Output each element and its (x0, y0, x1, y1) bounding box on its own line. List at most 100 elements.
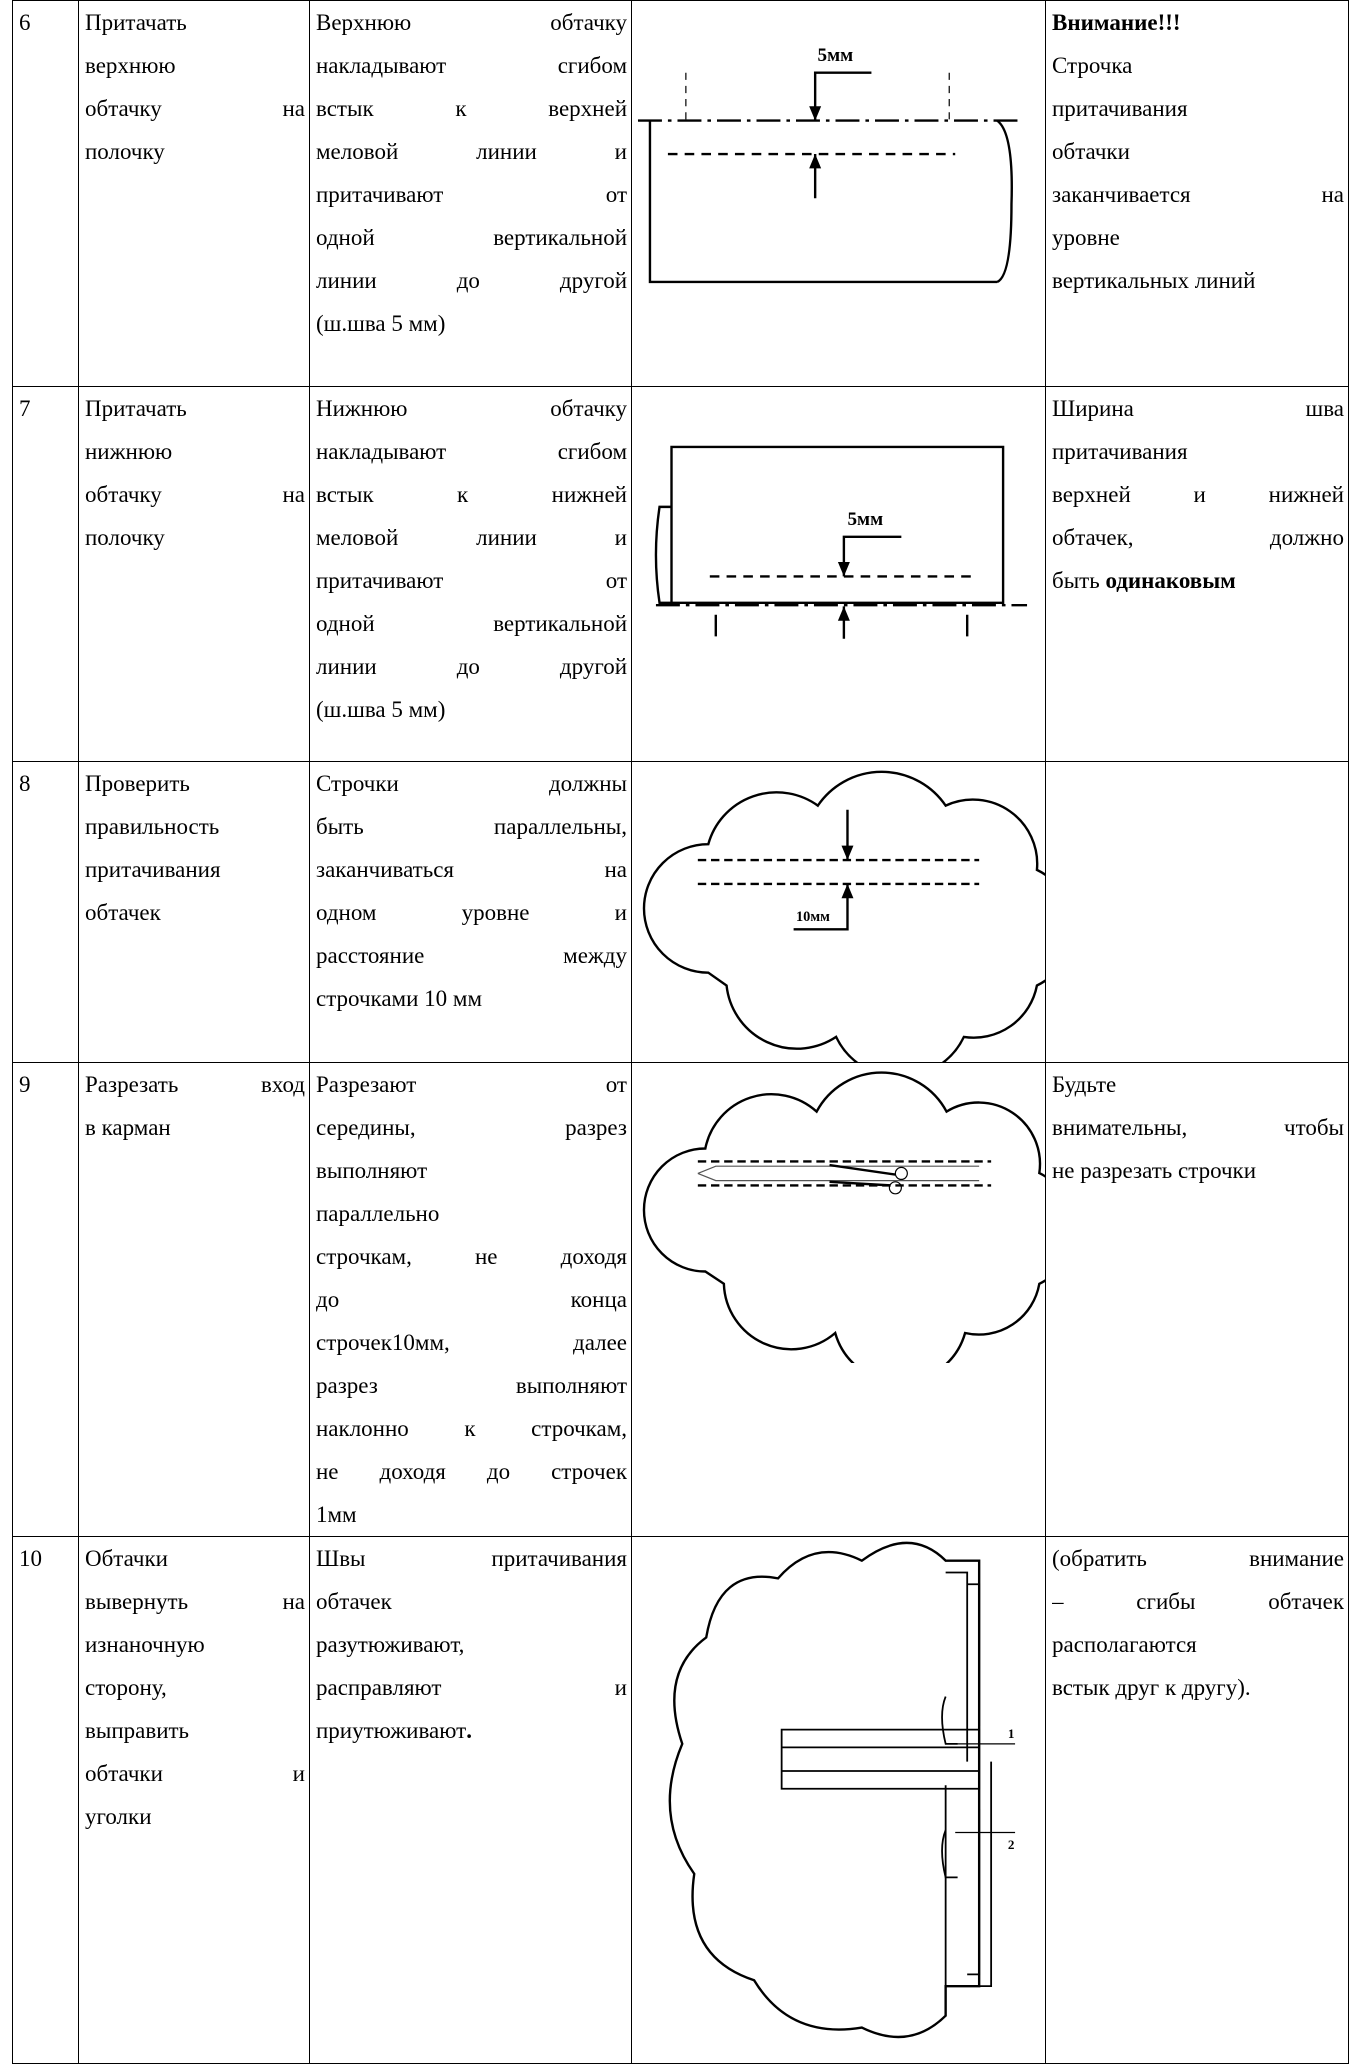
note-cell: Будьте внимательны, чтобы не разрезать стр… (1045, 1062, 1349, 1537)
note-cell: Ширина шва притачивания верхней и нижней об… (1045, 386, 1349, 762)
text-line: наклонно к строчкам, (316, 1416, 627, 1441)
figure-label: 2 (1008, 1837, 1015, 1852)
text-line: обтачек (85, 900, 161, 925)
text-line: притачивают от (316, 182, 627, 207)
text-line: быть одинаковым (1052, 559, 1344, 602)
process-table: 6 Притачать верхнюю обтачку на полочку Верхню… (12, 0, 1349, 2064)
text-line: Швы притачивания (316, 1546, 627, 1571)
table-row: 7 Притачать нижнюю обтачку на полочку Нижнюю … (12, 386, 1349, 762)
description-cell: Строчки должны быть параллельны, заканчива… (309, 761, 632, 1063)
text-line: Обтачки (85, 1546, 168, 1571)
text-line: обтачек, должно (1052, 525, 1344, 550)
figure (642, 1071, 1045, 1363)
page: {"table":{"rows":[ {"num":"6","action":[… (12, 0, 1349, 2064)
text-line: в карман (85, 1115, 171, 1140)
text-line: встык друг к другу). (1052, 1675, 1251, 1700)
table-row: 8 Проверить правильность притачивания обтаче… (12, 761, 1349, 1063)
text-line: накладывают сгибом (316, 53, 627, 78)
text-run: приутюживают (316, 1718, 467, 1743)
text-line: Притачать (85, 396, 187, 421)
text-line: встык к нижней (316, 482, 627, 507)
text-line: до конца (316, 1287, 627, 1312)
text-line: (ш.шва 5 мм) (316, 697, 446, 722)
text-line: притачивания (1052, 439, 1188, 464)
text-line: линии до другой (316, 268, 627, 293)
table-row: 9 Разрезать вход в карман Разрезают от серед… (12, 1062, 1349, 1537)
text-line: не разрезать строчки (1052, 1158, 1257, 1183)
figure: 12 (668, 1541, 1016, 2039)
text-line: Разрезать вход (85, 1072, 305, 1097)
text-line: обтачку на (85, 96, 305, 121)
text-line: располагаются (1052, 1632, 1197, 1657)
text-line: Проверить (85, 771, 190, 796)
figure-cell: 5мм (631, 386, 1046, 762)
step-number: 10 (12, 1536, 79, 2064)
text-line: заканчиваться на (316, 857, 627, 882)
text-line: притачивают от (316, 568, 627, 593)
text-line: приутюживают. (316, 1709, 627, 1752)
text-line: расправляют и (316, 1675, 627, 1700)
text-line: уровне (1052, 225, 1120, 250)
text-line: обтачек (316, 1589, 392, 1614)
text-line: правильность (85, 814, 220, 839)
text-line: притачивания (1052, 96, 1188, 121)
text-line: строчками 10 мм (316, 986, 483, 1011)
text-line: притачивания (85, 857, 221, 882)
table-body: 6 Притачать верхнюю обтачку на полочку Верхню… (12, 0, 1349, 2064)
text-line: (обратить внимание (1052, 1546, 1344, 1571)
step-number: 8 (12, 761, 79, 1063)
figure-label: 1 (1008, 1726, 1015, 1741)
text-line: 1мм (316, 1502, 357, 1527)
text-run: Внимание!!! (1052, 10, 1181, 35)
text-line: Внимание!!! (1052, 1, 1344, 44)
table-row: 10 Обтачки вывернуть на изнаночную сторону, в… (12, 1536, 1349, 2064)
description-cell: Нижнюю обтачку накладывают сгибом встык к … (309, 386, 632, 762)
text-line: меловой линии и (316, 525, 627, 550)
text-line: Строчка (1052, 53, 1133, 78)
note-cell: (обратить внимание – сгибы обтачек распола… (1045, 1536, 1349, 2064)
text-line: разрез выполняют (316, 1373, 627, 1398)
action-cell: Обтачки вывернуть на изнаночную сторону, вып… (78, 1536, 310, 2064)
text-line: внимательны, чтобы (1052, 1115, 1344, 1140)
step-number: 6 (12, 0, 79, 387)
figure: 5мм (654, 445, 1028, 639)
action-cell: Разрезать вход в карман (78, 1062, 310, 1537)
figure: 10мм (642, 770, 1045, 1062)
text-line: (ш.шва 5 мм) (316, 311, 446, 336)
figure-label: 5мм (818, 45, 854, 66)
document: 6 Притачать верхнюю обтачку на полочку Верхню… (12, 0, 1349, 2064)
text-line: заканчивается на (1052, 182, 1344, 207)
text-line: выправить (85, 1718, 190, 1743)
text-line: верхней и нижней (1052, 482, 1344, 507)
text-line: выполняют (316, 1158, 428, 1183)
text-line: – сгибы обтачек (1052, 1589, 1344, 1614)
text-line: Нижнюю обтачку (316, 396, 627, 421)
figure-cell: 10мм (631, 761, 1046, 1063)
figure-cell (631, 1062, 1046, 1537)
text-line: обтачки (1052, 139, 1130, 164)
text-line: не доходя до строчек (316, 1459, 627, 1484)
text-line: меловой линии и (316, 139, 627, 164)
text-line: обтачку на (85, 482, 305, 507)
text-line: встык к верхней (316, 96, 627, 121)
text-line: полочку (85, 525, 165, 550)
step-number: 9 (12, 1062, 79, 1537)
text-line: Строчки должны (316, 771, 627, 796)
text-line: строчек10мм, далее (316, 1330, 627, 1355)
figure-label: 10мм (796, 909, 830, 925)
text-line: Будьте (1052, 1072, 1117, 1097)
text-line: Верхнюю обтачку (316, 10, 627, 35)
note-cell (1045, 761, 1349, 1063)
text-line: строчкам, не доходя (316, 1244, 627, 1269)
description-cell: Верхнюю обтачку накладывают сгибом встык к… (309, 0, 632, 387)
text-line: одной вертикальной (316, 611, 627, 636)
table-row: 6 Притачать верхнюю обтачку на полочку Верхню… (12, 0, 1349, 387)
text-line: вертикальных линий (1052, 268, 1256, 293)
text-line: уголки (85, 1804, 152, 1829)
text-run: быть (1052, 568, 1106, 593)
text-run: одинаковым (1105, 568, 1236, 593)
figure: 5мм (637, 45, 1018, 284)
action-cell: Притачать нижнюю обтачку на полочку (78, 386, 310, 762)
text-line: изнаночную (85, 1632, 205, 1657)
